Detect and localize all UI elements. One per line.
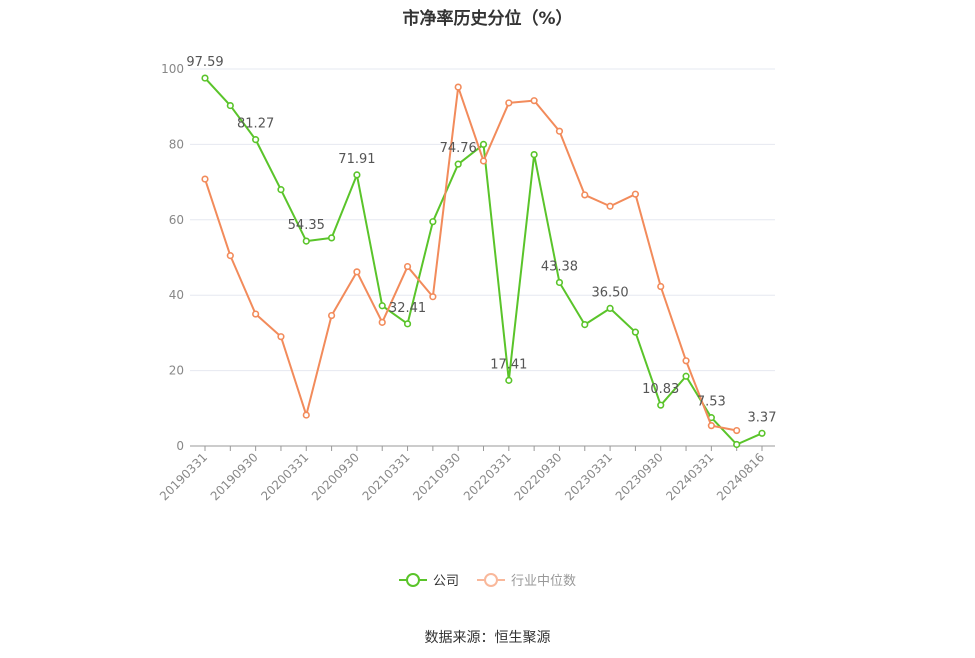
data-point — [454, 160, 462, 168]
data-point — [201, 74, 209, 82]
data-point — [581, 321, 589, 329]
grid-lines — [190, 68, 775, 372]
data-label: 43.38 — [541, 259, 578, 274]
data-label: 54.35 — [288, 218, 325, 233]
data-point — [733, 426, 741, 435]
data-point — [505, 376, 513, 384]
data-point — [353, 268, 361, 276]
data-point — [429, 293, 437, 301]
data-point — [505, 99, 513, 107]
data-point — [302, 411, 310, 419]
data-point — [606, 202, 614, 210]
data-point — [631, 190, 640, 198]
data-label: 10.83 — [642, 382, 679, 397]
data-point — [555, 278, 564, 287]
data-point — [530, 150, 538, 159]
data-point — [631, 328, 640, 336]
data-label: 17.41 — [490, 357, 527, 372]
x-tick-label: 20200331 — [258, 450, 311, 503]
data-label: 71.91 — [338, 152, 375, 167]
data-point — [403, 320, 412, 328]
data-point — [758, 429, 766, 437]
data-point — [302, 237, 310, 245]
data-point — [378, 318, 386, 326]
data-point — [327, 234, 336, 242]
data-point — [353, 171, 361, 179]
data-point — [201, 175, 209, 183]
y-tick-label: 40 — [169, 288, 184, 302]
x-tick-label: 20210331 — [360, 450, 413, 503]
series-lines — [201, 74, 766, 449]
x-axis: 2019033120190930202003312020093020210331… — [157, 445, 775, 503]
data-label: 74.76 — [440, 141, 477, 156]
x-tick-label: 20220930 — [511, 450, 564, 503]
data-label: 36.50 — [591, 285, 628, 300]
x-tick-label: 20220331 — [461, 450, 514, 503]
data-point — [479, 157, 488, 165]
data-point — [707, 422, 715, 430]
legend-industry-marker-icon — [477, 572, 505, 587]
data-point — [403, 262, 412, 271]
x-tick-label: 20240816 — [714, 450, 767, 503]
data-point — [682, 372, 690, 380]
x-tick-label: 20190331 — [157, 450, 210, 503]
y-tick-label: 60 — [169, 213, 184, 227]
legend-item-company[interactable]: 公司 — [398, 570, 459, 589]
data-point — [581, 191, 589, 199]
y-tick-label: 100 — [161, 62, 184, 76]
data-point — [733, 440, 741, 449]
legend: 公司 行业中位数 — [0, 570, 975, 589]
legend-industry-label: 行业中位数 — [511, 574, 577, 589]
legend-item-industry-median[interactable]: 行业中位数 — [477, 570, 576, 589]
y-tick-label: 80 — [169, 137, 184, 151]
data-point — [454, 83, 462, 91]
data-point — [252, 310, 260, 318]
data-label: 97.59 — [186, 55, 223, 70]
data-point — [277, 333, 285, 341]
x-tick-label: 20200930 — [309, 450, 362, 503]
data-point — [606, 304, 614, 312]
x-tick-label: 20230930 — [613, 450, 666, 503]
data-label: 7.53 — [697, 395, 726, 410]
data-point — [429, 218, 437, 226]
data-point — [277, 186, 285, 194]
data-label: 81.27 — [237, 117, 274, 132]
y-tick-label: 0 — [176, 439, 184, 453]
legend-company-marker-icon — [398, 572, 427, 587]
data-point — [657, 401, 665, 409]
x-tick-label: 20240331 — [663, 450, 716, 503]
data-point — [378, 302, 386, 310]
data-labels: 97.59 81.27 54.35 71.91 32.41 74.76 17.41 43.38… — [186, 55, 776, 425]
y-axis: 0 20 40 60 80 100 — [161, 62, 184, 453]
data-point — [327, 311, 336, 320]
data-point — [555, 127, 564, 135]
legend-company-label: 公司 — [432, 574, 459, 589]
data-point — [530, 97, 538, 105]
y-tick-label: 20 — [169, 364, 184, 378]
data-point — [226, 252, 234, 260]
data-point — [252, 136, 260, 144]
data-source-note: 数据来源：恒生聚源 — [424, 630, 551, 646]
data-point — [682, 357, 690, 365]
data-label: 3.37 — [748, 410, 777, 425]
data-point — [479, 140, 488, 148]
x-tick-label: 20190930 — [208, 450, 261, 503]
x-tick-label: 20210930 — [410, 450, 463, 503]
data-label: 32.41 — [389, 301, 426, 316]
series-line-1 — [204, 86, 737, 432]
data-point — [657, 282, 665, 291]
data-point — [226, 101, 234, 110]
x-tick-label: 20230331 — [562, 450, 615, 503]
chart-title: 市净率历史分位（%） — [402, 9, 573, 29]
